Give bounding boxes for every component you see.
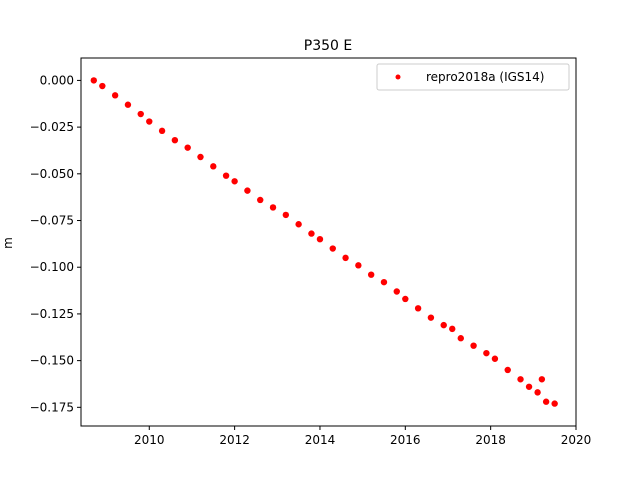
y-tick-label: −0.175 bbox=[30, 400, 74, 414]
data-point bbox=[517, 376, 524, 383]
data-point bbox=[355, 262, 362, 269]
data-point bbox=[538, 376, 546, 383]
data-point bbox=[449, 325, 456, 333]
y-tick-label: −0.050 bbox=[30, 167, 74, 181]
y-tick-label: −0.150 bbox=[30, 354, 74, 368]
data-point bbox=[483, 349, 490, 357]
data-point bbox=[90, 77, 98, 84]
data-point bbox=[99, 82, 106, 90]
data-point bbox=[137, 110, 144, 118]
x-axis: 2010 2012 2014 2016 2018 2020 bbox=[134, 426, 591, 447]
y-tick-label: 0.000 bbox=[40, 73, 74, 87]
y-tick-label: −0.125 bbox=[30, 307, 74, 321]
data-point bbox=[231, 178, 238, 185]
y-tick-label: −0.025 bbox=[30, 120, 74, 134]
data-point bbox=[316, 235, 324, 243]
data-point bbox=[342, 254, 349, 262]
chart-title: P350 E bbox=[304, 38, 352, 54]
data-point bbox=[414, 305, 422, 312]
data-point bbox=[184, 144, 191, 151]
legend-label: repro2018a (IGS14) bbox=[426, 70, 544, 84]
data-point bbox=[269, 204, 277, 211]
data-point bbox=[504, 366, 511, 374]
legend-box bbox=[376, 63, 570, 91]
x-tick-label: 2018 bbox=[475, 433, 506, 447]
data-point bbox=[393, 288, 400, 295]
y-axis: 0.000 −0.025 −0.050 −0.075 −0.100 −0.125 −0.15… bbox=[30, 73, 81, 414]
data-point bbox=[124, 101, 132, 108]
data-points bbox=[90, 77, 558, 407]
data-point bbox=[329, 245, 336, 252]
data-point bbox=[111, 92, 119, 99]
data-point bbox=[171, 136, 179, 144]
data-point bbox=[210, 163, 217, 170]
data-point bbox=[367, 271, 375, 278]
data-point bbox=[491, 355, 499, 362]
x-tick-label: 2012 bbox=[219, 433, 250, 447]
data-point bbox=[308, 230, 315, 237]
data-point bbox=[440, 321, 447, 329]
data-point bbox=[525, 383, 533, 390]
data-point bbox=[534, 389, 541, 396]
legend: repro2018a (IGS14) bbox=[376, 63, 570, 91]
x-tick-label: 2014 bbox=[305, 433, 336, 447]
data-point bbox=[282, 211, 290, 219]
x-tick-label: 2020 bbox=[561, 433, 592, 447]
data-point bbox=[542, 398, 550, 405]
y-tick-label: −0.075 bbox=[30, 214, 74, 228]
data-point bbox=[380, 278, 388, 286]
data-point bbox=[295, 221, 302, 228]
legend-marker bbox=[395, 74, 401, 80]
x-tick-label: 2016 bbox=[390, 433, 421, 447]
y-tick-label: −0.100 bbox=[30, 260, 74, 274]
data-point bbox=[158, 127, 166, 135]
data-point bbox=[146, 118, 153, 125]
y-axis-label: m bbox=[1, 237, 15, 249]
data-point bbox=[402, 295, 409, 303]
data-point bbox=[457, 335, 464, 342]
plot-frame bbox=[80, 57, 577, 427]
data-point bbox=[470, 342, 477, 349]
data-point bbox=[551, 400, 558, 407]
data-point bbox=[427, 314, 435, 321]
data-point bbox=[197, 153, 204, 161]
x-tick-label: 2010 bbox=[134, 433, 165, 447]
data-point bbox=[257, 196, 264, 204]
data-point bbox=[222, 172, 230, 179]
data-point bbox=[244, 187, 251, 194]
